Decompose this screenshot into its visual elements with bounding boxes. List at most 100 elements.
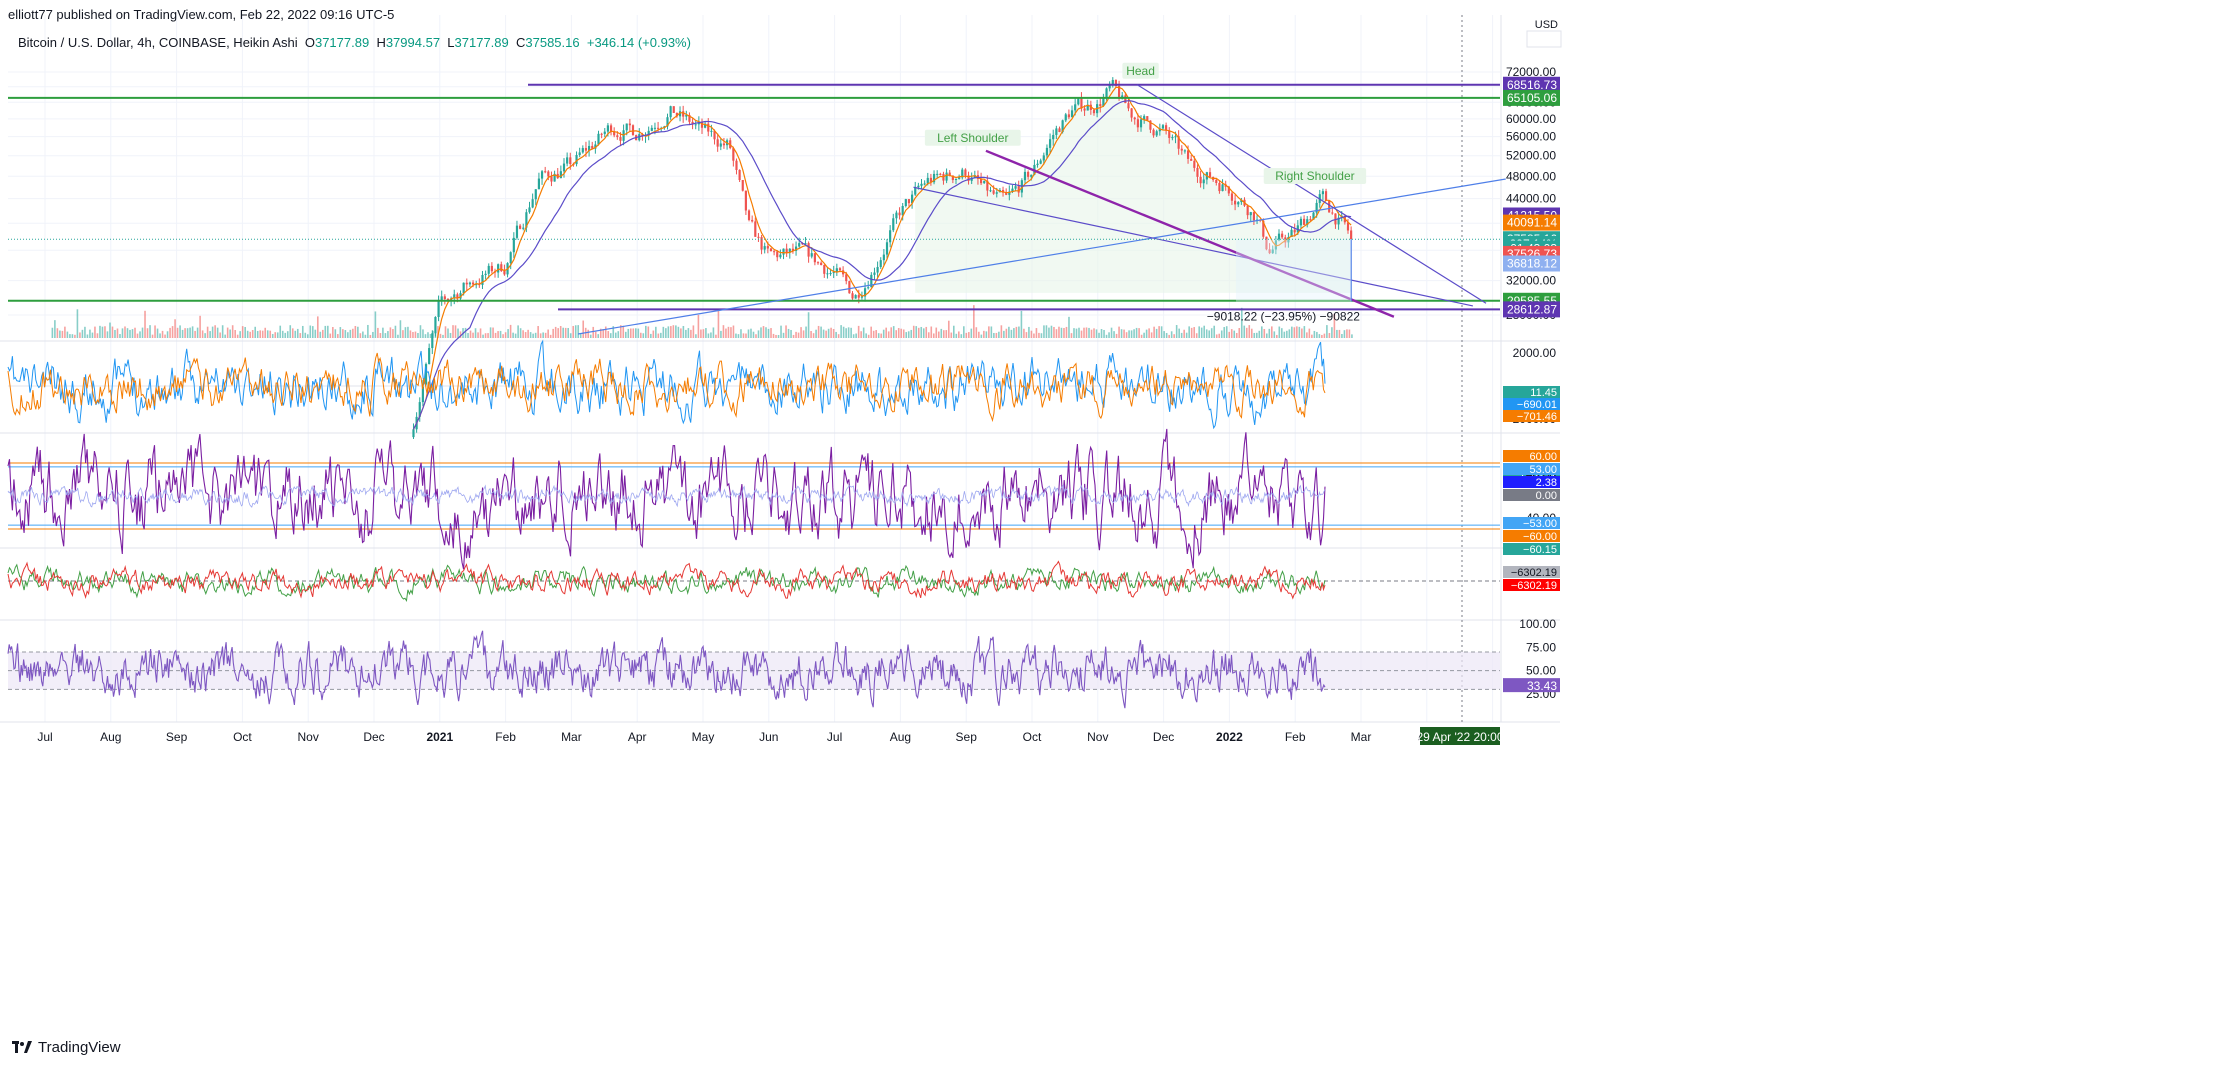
volume-bar [304,332,307,338]
candle-body [744,190,747,211]
volume-bar [947,320,950,338]
candle-body [967,175,970,181]
osc2-label-bg [1503,489,1560,501]
volume-bar [419,325,422,338]
candle-body [675,112,678,117]
time-axis[interactable]: Jul Aug Sep Oct Nov Dec 2021 Feb Mar Apr May Jun Jul… [37,727,1504,745]
volume-bar [437,326,439,338]
volume-bar [1180,332,1183,338]
candle-body [782,248,785,255]
volume-bar [61,330,64,338]
symbol-title[interactable]: Bitcoin / U.S. Dollar, 4h, COINBASE, Hei… [18,35,298,50]
candle-body [443,296,446,299]
candle-body [503,270,506,275]
volume-bar [1168,334,1170,338]
annotation-bg [1263,168,1367,185]
volume-bar [211,326,214,338]
volume-bar [635,328,637,338]
volume-bar [164,334,166,338]
candle-body [522,227,525,229]
volume-bar [1003,330,1005,338]
candle-body [807,243,810,257]
price-label-bg [1503,214,1560,231]
volume-bar [221,325,224,338]
candle-body [1127,103,1130,109]
candle-body [945,172,948,181]
price-axis[interactable]: USD72000.0068000.0064000.0060000.0056000… [1503,19,1562,701]
time-tick: Jul [37,730,52,744]
osc2-label: 53.00 [1529,464,1557,476]
volume-bar [647,326,650,338]
volume-bar [522,330,524,338]
candle-body [1036,163,1039,165]
candle-body [1099,104,1102,107]
volume-bar [655,326,657,338]
volume-bar [527,329,529,338]
volume-bar [1185,332,1188,338]
volume-bar [101,326,104,338]
volume-bar [1068,316,1070,338]
volume-bar [251,330,254,338]
volume-bar [1348,329,1351,338]
volume-bar [968,332,970,338]
volume-bar [825,330,827,338]
candle-body [500,264,503,271]
volume-bar [697,314,700,338]
volume-bar [1133,329,1135,338]
volume-bar [59,330,61,338]
candle-body [1168,130,1171,138]
volume-bar [1065,326,1068,338]
volume-bar [725,328,727,338]
volume-bar [557,328,559,338]
volume-bar [892,326,895,338]
candle-body [1124,95,1127,104]
volume-bar [907,331,910,338]
candle-body [1014,186,1017,189]
price-label: 28612.87 [1507,302,1557,316]
volume-bar [932,333,935,338]
volume-bar [837,334,840,338]
candle-body [970,177,973,181]
volume-bar [660,332,662,338]
price-tick: 56000.00 [1506,130,1556,144]
time-tick: Jun [759,730,778,744]
candle-body [1008,191,1011,195]
volume-bar [1093,328,1095,338]
candle-body [597,133,600,145]
volume-bar [467,333,469,338]
price-label: 40091.14 [1507,216,1557,230]
volume-bar [502,334,504,338]
volume-bar [311,326,314,338]
osc3-label: −6302.19 [1511,567,1557,579]
volume-bar [369,334,372,338]
candle-body [1265,236,1268,250]
volume-bar [279,325,282,338]
candle-body [1077,98,1080,105]
rsi-line [7,630,1326,709]
volume-bar [1010,329,1013,338]
osc2-label-bg [1503,543,1560,555]
time-tick: Nov [298,730,319,744]
volume-bar [965,332,968,338]
volume-bar [84,326,86,338]
volume-bar [830,327,832,338]
volume-bar [855,333,857,338]
volume-bar [1238,328,1241,338]
volume-bar [925,326,928,338]
volume-bar [1286,330,1288,338]
volume-bar [950,332,953,338]
volume-bar [735,333,737,338]
volume-bar [953,325,955,338]
volume-bar [116,328,119,338]
volume-bar [1178,328,1180,338]
volume-bar [1223,327,1226,338]
close-label: C [516,35,526,50]
volume-bar [897,328,900,338]
annotation-bg [1122,62,1159,79]
candle-body [1139,119,1143,128]
volume-bar [429,333,432,338]
volume-bar [387,331,389,338]
footer-brand[interactable]: TradingView [12,1039,121,1056]
volume-bar [1343,330,1346,338]
